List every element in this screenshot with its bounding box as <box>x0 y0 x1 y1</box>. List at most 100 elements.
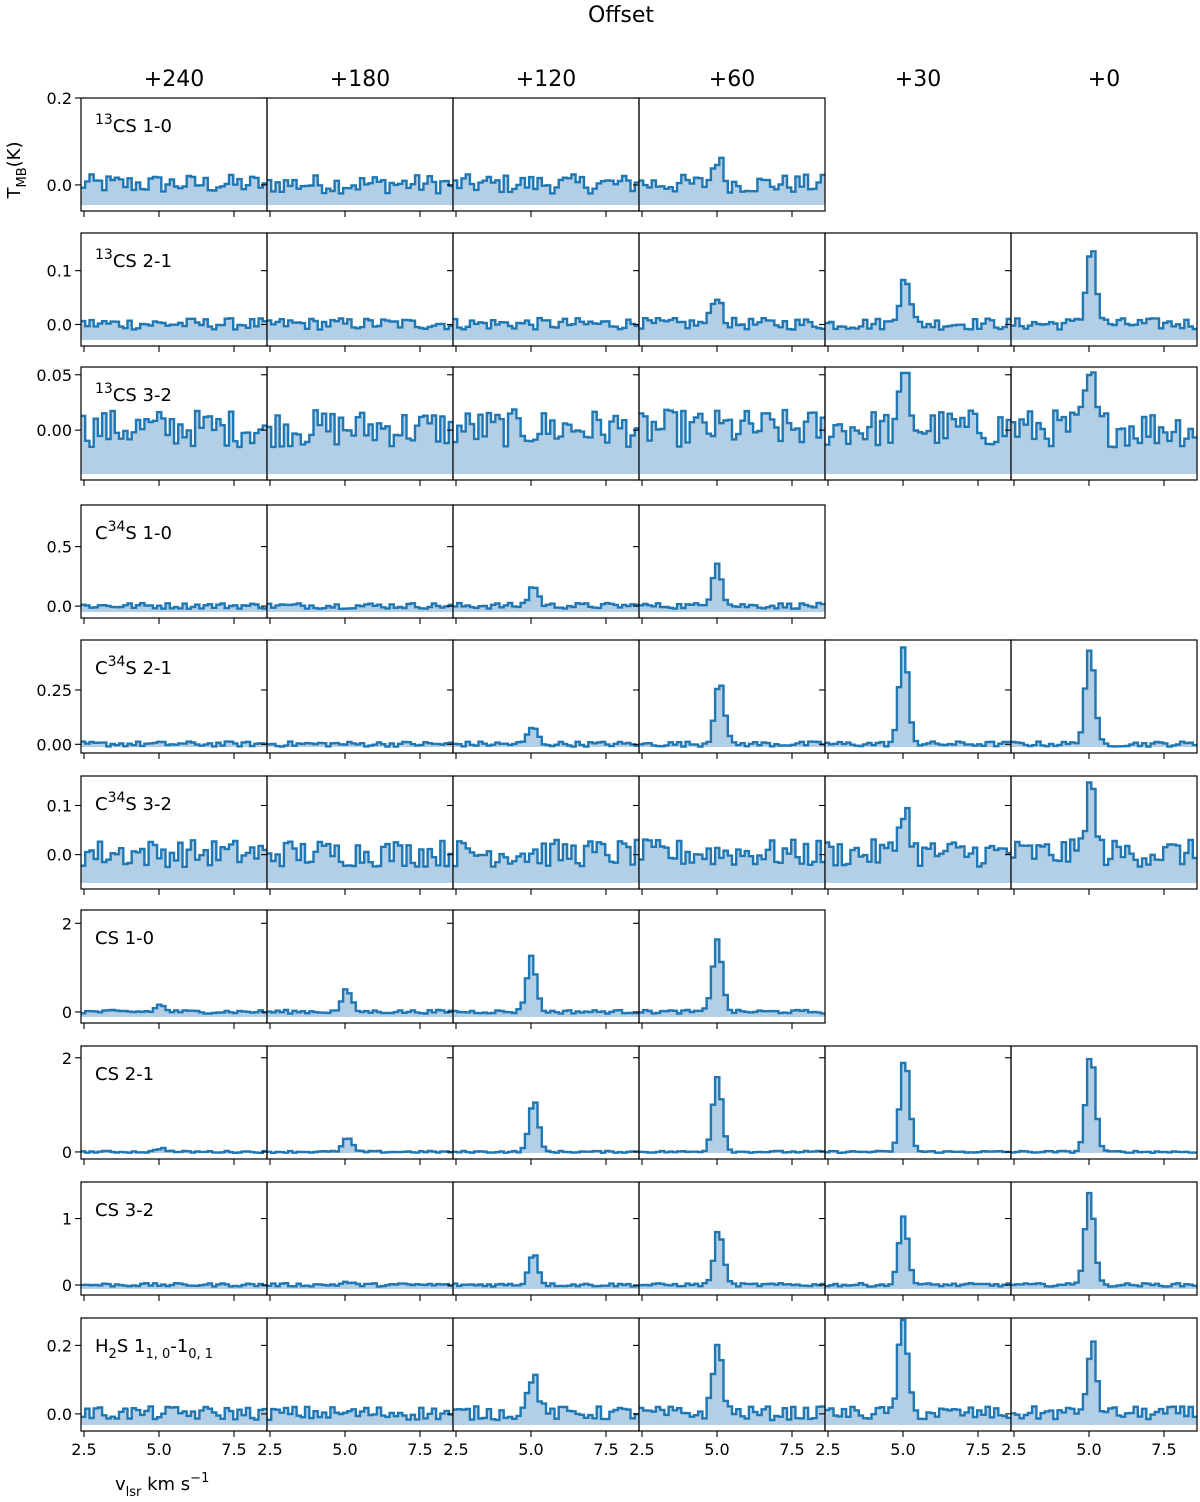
panel-frame <box>824 639 1012 754</box>
spectrum-line <box>453 1373 639 1422</box>
x-tick-label: 2.5 <box>1001 1440 1026 1459</box>
spectrum-panel <box>1005 775 1198 895</box>
spectrum-line <box>267 1405 453 1421</box>
x-tick-label: 5.0 <box>890 1440 915 1459</box>
spectrum-panel <box>261 639 454 759</box>
y-tick-label: 2 <box>62 914 72 933</box>
spectrum-row: 0 1 CS 3-2 <box>62 1181 1198 1301</box>
spectrum-fill <box>1011 251 1197 340</box>
x-tick-label: 2.5 <box>815 1440 840 1459</box>
spectrum-line <box>825 806 1011 868</box>
spectrum-panel <box>447 366 640 486</box>
spectrum-line <box>81 409 267 449</box>
spectrum-panel: 0.0 0.2 13CS 1-0 <box>47 89 268 217</box>
y-tick-label: 0 <box>62 1276 72 1295</box>
panel-frame <box>638 1181 826 1296</box>
spectrum-panel: 0 1 CS 3-2 <box>62 1181 268 1301</box>
x-tick-label: 7.5 <box>407 1440 432 1459</box>
spectrum-line <box>81 317 267 331</box>
spectrum-panel: 0.00 0.25 C34S 2-1 <box>36 639 268 759</box>
spectrum-fill <box>825 1216 1011 1289</box>
spectrum-fill <box>825 1319 1011 1425</box>
panel-frame <box>452 909 640 1024</box>
spectrum-panel <box>633 366 826 486</box>
y-tick-label: 0.00 <box>36 735 72 754</box>
spectrum-line <box>639 562 825 610</box>
spectrum-panel <box>819 366 1012 486</box>
y-tick-label: 0.0 <box>47 597 72 616</box>
panel-frame <box>266 504 454 619</box>
spectrum-fill <box>453 587 639 612</box>
spectrum-panel <box>633 639 826 759</box>
spectrum-line <box>453 954 639 1015</box>
spectrum-row: 0.00 0.05 13CS 3-2 <box>36 366 1198 486</box>
y-tick-label: 2 <box>62 1049 72 1068</box>
spectrum-row: 0 2 CS 2-1 <box>62 1045 1198 1165</box>
spectrum-fill <box>639 939 825 1017</box>
spectrum-panel <box>819 1045 1012 1165</box>
spectrum-line <box>639 1343 825 1422</box>
spectrum-panel <box>261 366 454 486</box>
spectrum-panel <box>633 1045 826 1165</box>
panel-frame <box>266 639 454 754</box>
x-tick-label: 7.5 <box>221 1440 246 1459</box>
figure-title: Offset <box>588 3 654 28</box>
panel-frame <box>1010 366 1198 481</box>
spectrum-fill <box>825 279 1011 340</box>
panel-frame <box>452 639 640 754</box>
offset-header: +30 <box>895 67 941 92</box>
spectrum-line <box>81 740 267 748</box>
y-tick-label: 0.25 <box>36 681 72 700</box>
panel-frame <box>1010 1317 1198 1432</box>
spectrum-fill <box>267 410 453 474</box>
spectrum-panel: 2.5 5.0 7.5 <box>443 1317 640 1459</box>
x-tick-label: 2.5 <box>257 1440 282 1459</box>
y-tick-label: 0.2 <box>47 89 72 108</box>
spectrum-panel <box>261 1045 454 1165</box>
spectrum-panel <box>819 1181 1012 1301</box>
spectrum-panel <box>633 232 826 352</box>
spectrum-panel <box>1005 232 1198 352</box>
spectrum-line <box>453 838 639 868</box>
y-tick-label: 0.0 <box>47 846 72 865</box>
spectrum-panel: 2.5 5.0 7.5 <box>629 1317 826 1459</box>
y-axis-label: TMB(K) <box>4 142 30 200</box>
spectrum-panel <box>447 97 640 217</box>
spectrum-panel <box>261 97 454 217</box>
spectrum-row: 0.0 0.1 13CS 2-1 <box>47 232 1198 352</box>
line-label: CS 3-2 <box>95 1200 154 1221</box>
spectrum-panel: 0.0 0.1 13CS 2-1 <box>47 232 268 352</box>
spectrum-panel <box>447 909 640 1029</box>
spectrum-panel <box>261 232 454 352</box>
spectrum-panel <box>447 639 640 759</box>
spectrum-panel <box>447 504 640 624</box>
x-axis-label: vlsr km s−1 <box>115 1471 209 1500</box>
spectrum-panel <box>447 1181 640 1301</box>
y-tick-label: 0.1 <box>47 262 72 281</box>
spectrum-line <box>453 586 639 610</box>
svg-text:vlsr km s−1: vlsr km s−1 <box>115 1471 209 1500</box>
panel-frame <box>266 909 454 1024</box>
spectrum-line <box>825 646 1011 748</box>
panel-frame <box>80 1045 268 1160</box>
spectrum-row: 0 2 CS 1-0 <box>62 909 826 1029</box>
offset-header: +60 <box>709 67 755 92</box>
spectrum-row: 0.0 0.5 C34S 1-0 <box>47 504 826 624</box>
spectrum-fill <box>1011 782 1197 883</box>
spectrum-line <box>1011 1191 1197 1288</box>
spectrum-line <box>453 726 639 748</box>
spectrum-fill <box>1011 1059 1197 1153</box>
spectrum-panel: 0.0 0.5 C34S 1-0 <box>47 504 268 624</box>
spectrum-line <box>267 174 453 195</box>
line-label: C34S 3-2 <box>95 790 172 815</box>
spectrum-row: 0.0 0.2 13CS 1-0 <box>47 89 826 217</box>
spectrum-line <box>81 839 267 869</box>
spectrum-line <box>639 408 825 448</box>
spectrum-fill <box>825 1063 1011 1153</box>
spectrum-panel <box>819 232 1012 352</box>
spectrum-panel <box>1005 1181 1198 1301</box>
spectrum-panel <box>447 775 640 895</box>
y-tick-label: 0.2 <box>47 1336 72 1355</box>
spectrum-line <box>639 838 825 866</box>
